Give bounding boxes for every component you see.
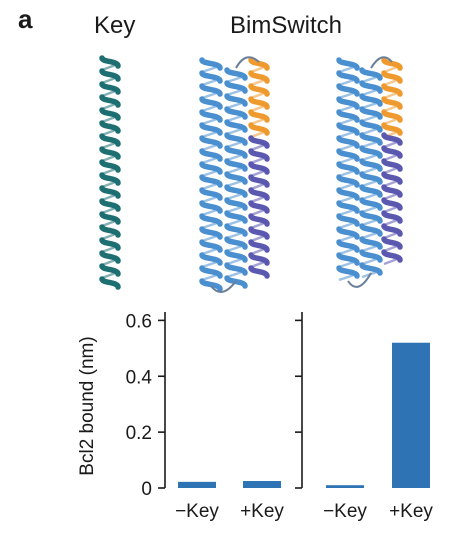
bimswitch-on-structure-icon — [336, 56, 403, 288]
latch-helix-2 — [381, 57, 403, 266]
scaffold-helix-2 — [224, 67, 248, 289]
y-axis-label: Bcl2 bound (nm) — [77, 336, 98, 475]
bimswitch-off-structure-icon — [199, 56, 270, 293]
latch-helix-2-top — [381, 57, 403, 139]
latch-helix-1-top — [248, 57, 270, 139]
x-tick-label: −Key — [323, 501, 367, 522]
y-tick-label: 0 — [141, 479, 152, 500]
bar — [392, 342, 430, 488]
y-tick-label: 0.4 — [126, 367, 153, 388]
y-tick-label: 0.2 — [126, 423, 152, 444]
x-tick-label: +Key — [389, 501, 433, 522]
scaffold-helix-4 — [359, 67, 383, 279]
scaffold-helix-3 — [336, 57, 360, 282]
bimswitch-heading: BimSwitch — [230, 12, 343, 39]
latch-helix-1 — [248, 57, 270, 279]
x-tick-label: +Key — [240, 501, 284, 522]
key-helix-icon — [99, 55, 121, 290]
chart-panel-1: 0 0.2 0.4 0.6 −Key +Key — [126, 311, 285, 522]
panel-label: a — [18, 4, 33, 34]
latch-helix-1-bottom — [248, 135, 270, 279]
scaffold-helix-1 — [199, 57, 223, 292]
bar — [243, 481, 281, 488]
latch-helix-2-bottom — [381, 132, 403, 266]
structures — [99, 55, 403, 293]
x-tick-label: −Key — [175, 501, 219, 522]
bar — [178, 481, 216, 488]
y-tick-label: 0.6 — [126, 311, 152, 332]
bar — [326, 485, 364, 488]
key-heading: Key — [94, 12, 136, 39]
key-helix-strand — [99, 55, 121, 290]
chart-panel-2: −Key +Key — [295, 312, 433, 522]
bar-chart: Bcl2 bound (nm) 0 0.2 0.4 0.6 −Key +Key −Key +Ke… — [77, 311, 433, 522]
